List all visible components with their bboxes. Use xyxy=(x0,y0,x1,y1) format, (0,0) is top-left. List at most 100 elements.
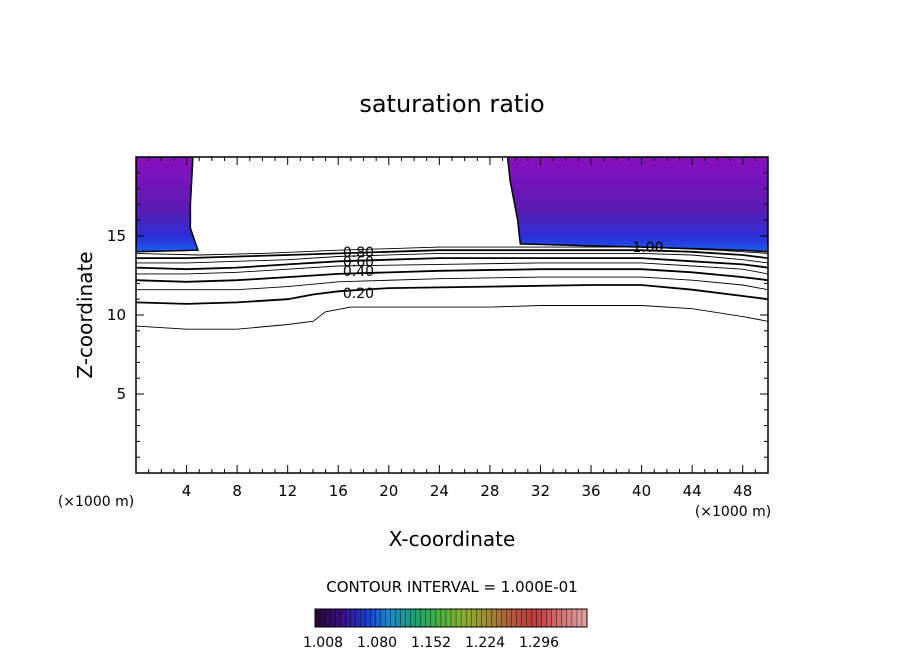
colorbar-cell xyxy=(455,608,462,628)
colorbar-frame xyxy=(314,608,588,628)
x-tick-label: 32 xyxy=(531,482,550,500)
colorbar-cell xyxy=(405,608,412,628)
contour-line-0.6 xyxy=(136,257,768,271)
contour-interval-label: CONTOUR INTERVAL = 1.000E-01 xyxy=(326,578,577,596)
colorbar-cell xyxy=(395,608,402,628)
contour-label: 1.00 xyxy=(632,240,663,256)
x-tick-label: 28 xyxy=(480,482,499,500)
colorbar-cell xyxy=(475,608,482,628)
colorbar-cell xyxy=(541,608,548,628)
colorbar-cell xyxy=(410,608,417,628)
contour-label: 0.80 xyxy=(343,245,374,261)
x-tick-label: 20 xyxy=(379,482,398,500)
colorbar-cell xyxy=(556,608,563,628)
colorbar-cell xyxy=(491,608,497,628)
x-tick-label: 4 xyxy=(182,482,192,500)
colorbar-tick-label: 1.008 xyxy=(303,635,343,651)
colorbar-cell xyxy=(440,608,447,628)
colorbar-cell xyxy=(370,608,376,628)
colorbar-cell xyxy=(365,608,371,628)
colorbar-cell xyxy=(486,608,492,628)
colorbar-cell xyxy=(516,608,523,628)
colorbar xyxy=(314,608,588,628)
x-tick-label: 16 xyxy=(329,482,348,500)
colorbar-cell xyxy=(380,608,387,628)
colorbar-cell xyxy=(465,608,472,628)
y-axis-ticks: 5 10 15 xyxy=(107,172,768,458)
x-tick-label: 12 xyxy=(278,482,297,500)
colorbar-cell xyxy=(329,608,336,628)
x-axis-ticks: 4 8 12 16 20 24 28 32 36 40 44 48 xyxy=(148,157,756,500)
colorbar-cell xyxy=(536,608,543,628)
colorbar-cell xyxy=(460,608,467,628)
colorbar-tick-label: 1.296 xyxy=(519,635,559,651)
colorbar-cell xyxy=(425,608,432,628)
x-tick-label: 8 xyxy=(232,482,242,500)
colorbar-cell xyxy=(430,608,437,628)
colorbar-cell xyxy=(385,608,392,628)
x-tick-label: 44 xyxy=(683,482,702,500)
y-tick-label: 15 xyxy=(107,227,126,245)
contour-line-0.2 xyxy=(136,284,768,305)
contour-line-0.9 xyxy=(136,246,768,256)
contour-line-0.5 xyxy=(136,262,768,275)
x-tick-label: 40 xyxy=(632,482,651,500)
chart-title: saturation ratio xyxy=(359,90,544,118)
colorbar-cell xyxy=(506,608,512,628)
contour-lines xyxy=(136,246,768,330)
colorbar-cell xyxy=(334,608,341,628)
colorbar-cell xyxy=(450,608,457,628)
colorbar-cell xyxy=(526,608,533,628)
x-axis-label: X-coordinate xyxy=(389,527,516,551)
x-tick-label: 48 xyxy=(733,482,752,500)
colorbar-cell xyxy=(481,608,487,628)
colorbar-cell xyxy=(355,608,361,628)
colorbar-cell xyxy=(345,608,351,628)
y-tick-label: 5 xyxy=(116,385,126,403)
colorbar-cell xyxy=(561,608,568,628)
colorbar-tick-label: 1.224 xyxy=(465,635,505,651)
colorbar-tick-label: 1.152 xyxy=(411,635,451,651)
x-unit-label-right: (×1000 m) xyxy=(695,504,771,520)
contour-line-0.3 xyxy=(136,276,768,291)
x-tick-label: 36 xyxy=(581,482,600,500)
filled-region-left xyxy=(136,157,199,253)
colorbar-cell xyxy=(496,608,502,628)
colorbar-cell xyxy=(551,608,558,628)
contour-label: 0.40 xyxy=(343,264,374,280)
colorbar-cell xyxy=(339,608,346,628)
colorbar-cell xyxy=(501,608,507,628)
colorbar-cell xyxy=(360,608,366,628)
colorbar-cell xyxy=(324,608,331,628)
contour-line-0.4 xyxy=(136,268,768,283)
contour-label: 0.20 xyxy=(343,286,374,302)
colorbar-cell xyxy=(415,608,422,628)
colorbar-tick-label: 1.080 xyxy=(357,635,397,651)
colorbar-cell xyxy=(581,608,588,628)
colorbar-cell xyxy=(319,608,326,628)
colorbar-cell xyxy=(445,608,452,628)
y-axis-label: Z-coordinate xyxy=(73,251,97,378)
colorbar-cell xyxy=(576,608,583,628)
colorbar-cell xyxy=(400,608,407,628)
colorbar-cell xyxy=(435,608,442,628)
contour-labels: 0.800.600.40 0.20 1.00 xyxy=(343,240,664,302)
colorbar-cell xyxy=(511,608,517,628)
contour-label: 0.60 xyxy=(343,254,374,270)
filled-regions xyxy=(136,157,768,253)
contour-line-0.8 xyxy=(136,249,768,259)
contour-line-0.1 xyxy=(136,305,768,330)
x-tick-label: 24 xyxy=(430,482,449,500)
filled-region-right xyxy=(506,157,768,253)
colorbar-cell xyxy=(375,608,381,628)
colorbar-cell xyxy=(571,608,578,628)
colorbar-labels: 1.008 1.080 1.152 1.224 1.296 xyxy=(303,635,559,651)
colorbar-cell xyxy=(531,608,538,628)
colorbar-cell xyxy=(314,608,321,628)
colorbar-cell xyxy=(546,608,553,628)
colorbar-cell xyxy=(420,608,427,628)
colorbar-cell xyxy=(521,608,528,628)
y-tick-label: 10 xyxy=(107,306,126,324)
colorbar-cell xyxy=(470,608,477,628)
